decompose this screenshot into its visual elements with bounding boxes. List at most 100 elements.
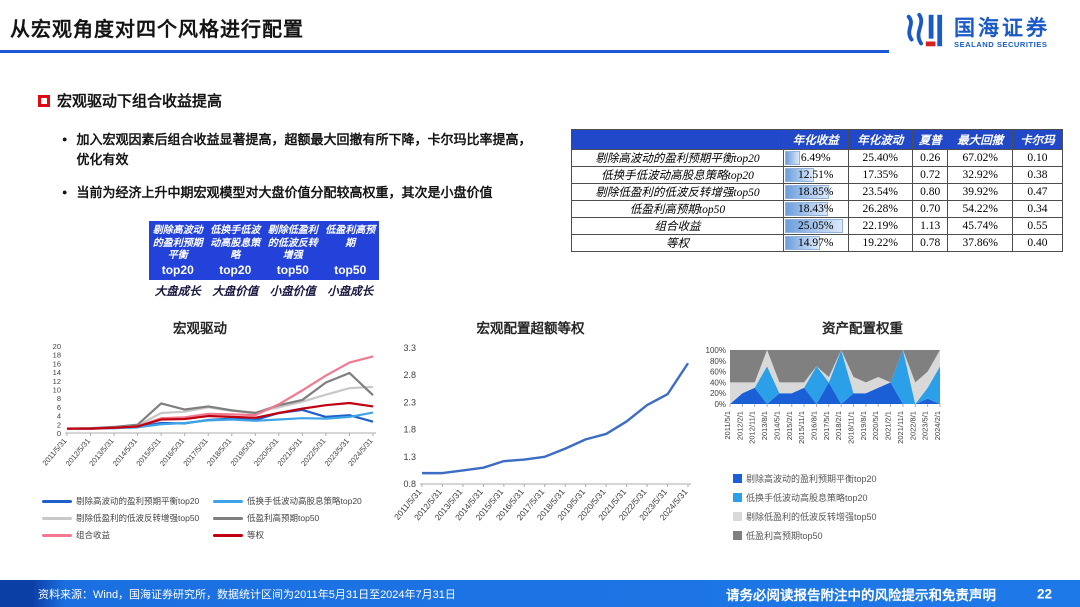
style-label: 大盘成长 [154, 285, 201, 298]
x-axis-tick-label: 2012/2/1 [735, 411, 744, 440]
logo-text-cn: 国海证券 [954, 16, 1050, 40]
strategy-name: 剔除低盈利的低波反转增强 [267, 225, 318, 261]
annual-return-value: 6.49% [800, 152, 831, 164]
data-bar [785, 219, 844, 233]
x-axis-tick-label: 2021/2/1 [884, 411, 893, 440]
y-axis-tick-label: 40% [710, 378, 726, 387]
area-series [730, 382, 940, 404]
x-axis-tick-label: 2016/8/1 [809, 411, 818, 440]
legend-macro-drive: 剔除高波动的盈利预期平衡top20 低换手低波动高股息策略top20 剔除低盈利的低… [42, 495, 384, 541]
strategy-box: 剔除低盈利的低波反转增强 top50 [264, 221, 322, 280]
table-row-label: 低盈利高预期top50 [571, 200, 784, 218]
bullet-item: ● 当前为经济上升中期宏观模型对大盘价值分配较高权重，其次是小盘价值 [62, 183, 532, 203]
table-cell: 18.85% [783, 183, 849, 201]
strategy-diagram: 剔除高波动的盈利预期平衡 top20 低换手低波动高股息策略 top20 剔除低盈利的低… [149, 221, 379, 299]
bullet-dot-icon: ● [62, 134, 68, 144]
table-cell: 0.72 [912, 166, 949, 184]
x-axis-tick-label: 2017/5/1 [822, 411, 831, 440]
legend-asset-weights: 剔除高波动的盈利预期平衡top20 低换手低波动高股息策略top20 剔除低盈利的低… [733, 472, 877, 542]
legend-swatch-icon [733, 512, 742, 521]
y-axis-tick-label: 2 [57, 420, 61, 429]
table-cell: 37.86% [947, 234, 1013, 252]
x-axis-tick-label: 2022/8/1 [908, 411, 917, 440]
legend-swatch-icon [42, 516, 72, 520]
table-cell: 25.40% [847, 149, 914, 167]
legend-label: 等权 [247, 530, 265, 540]
logo-text-en: SEALAND SECURITIES [954, 40, 1048, 50]
line-series [67, 401, 374, 430]
table-row-label: 组合收益 [571, 217, 784, 235]
y-axis-tick-label: 8 [57, 394, 61, 403]
table-cell: 19.22% [847, 234, 914, 252]
legend-item: 剔除高波动的盈利预期平衡top20 [42, 495, 213, 507]
strategy-top-label: top50 [334, 262, 367, 277]
table-cell: 26.28% [847, 200, 914, 218]
x-axis-tick-label: 2015/2/1 [785, 411, 794, 440]
page-title: 从宏观角度对四个风格进行配置 [10, 19, 304, 41]
table-cell: 0.80 [912, 183, 949, 201]
legend-label: 剔除低盈利的低波反转增强top50 [746, 512, 877, 522]
chart-title-macro-drive: 宏观驱动 [173, 321, 227, 336]
strategy-name: 低盈利高预期 [325, 225, 376, 249]
legend-item: 剔除高波动的盈利预期平衡top20 [733, 472, 877, 485]
table-header-cell: 夏普 [912, 129, 949, 150]
legend-item: 组合收益 [42, 529, 213, 541]
strategy-box: 低盈利高预期 top50 [322, 221, 380, 280]
footer-disclaimer: 请务必阅读报告附注中的风险提示和免责声明 [726, 587, 996, 603]
performance-table: 年化收益 年化波动 夏普 最大回撤 卡尔玛 剔除高波动的盈利预期平衡top20 6.49%… [571, 129, 1064, 252]
annual-return-value: 18.43% [798, 203, 834, 215]
y-axis-tick-label: 1.8 [403, 425, 416, 435]
section-heading: 宏观驱动下组合收益提高 [38, 90, 222, 111]
legend-swatch-icon [213, 499, 243, 503]
legend-item: 低换手低波动高股息策略top20 [733, 491, 877, 504]
legend-label: 组合收益 [76, 530, 111, 540]
table-row-label: 剔除低盈利的低波反转增强top50 [571, 183, 784, 201]
table-cell: 23.54% [847, 183, 914, 201]
style-label: 大盘价值 [212, 285, 259, 298]
line-series [422, 362, 690, 475]
strategy-top-label: top20 [161, 262, 194, 277]
style-label: 小盘成长 [327, 285, 374, 298]
table-cell: 18.43% [783, 200, 849, 218]
table-header-cell: 年化收益 [783, 129, 849, 150]
company-logo: 国海证券 SEALAND SECURITIES [900, 10, 1050, 57]
x-axis-tick-label: 2024/5/31 [346, 437, 374, 468]
table-cell: 12.51% [783, 166, 849, 184]
y-axis-tick-label: 20% [710, 389, 726, 398]
data-bar [785, 185, 829, 199]
y-axis-tick-label: 0% [714, 400, 726, 409]
line-chart-macro-drive: 024681012141618202011/5/312012/5/312013/… [41, 342, 376, 468]
annual-return-value: 25.05% [798, 220, 834, 232]
footer-bar: 资料来源：Wind，国海证券研究所，数据统计区间为2011年5月31日至2024… [0, 580, 1080, 607]
legend-swatch-icon [733, 474, 742, 483]
data-bar [785, 151, 801, 165]
page-number: 22 [1036, 586, 1052, 601]
table-cell: 32.92% [947, 166, 1013, 184]
table-cell: 45.74% [947, 217, 1013, 235]
legend-swatch-icon [213, 533, 243, 537]
strategy-box: 剔除高波动的盈利预期平衡 top20 [149, 221, 207, 280]
bullet-item: ● 加入宏观因素后组合收益显著提高，超额最大回撤有所下降，卡尔玛比率提高，优化有… [62, 130, 532, 170]
table-cell: 0.26 [912, 149, 949, 167]
table-cell: 0.78 [912, 234, 949, 252]
table-row: 低盈利高预期top50 18.43% 26.28% 0.70 54.22% 0.34 [571, 200, 1064, 218]
annual-return-value: 18.85% [798, 186, 834, 198]
y-axis-tick-label: 10 [53, 386, 61, 395]
y-axis-tick-label: 6 [57, 403, 61, 412]
strategy-box-row: 剔除高波动的盈利预期平衡 top20 低换手低波动高股息策略 top20 剔除低盈利的低… [149, 221, 379, 280]
table-cell: 1.13 [912, 217, 949, 235]
area-series [730, 350, 940, 404]
x-axis-tick-label: 2020/5/1 [871, 411, 880, 440]
table-row: 组合收益 25.05% 22.19% 1.13 45.74% 0.55 [571, 217, 1064, 235]
table-cell: 54.22% [947, 200, 1013, 218]
table-header-cell: 最大回撤 [947, 129, 1013, 150]
data-bar [785, 168, 815, 182]
legend-label: 低换手低波动高股息策略top20 [746, 493, 868, 503]
table-header-cell [571, 129, 784, 150]
area-series [730, 350, 940, 404]
y-axis-tick-label: 0.8 [403, 479, 416, 489]
area-series [730, 350, 940, 383]
line-chart-excess-equal-weight: 0.81.31.82.32.83.32011/5/312012/5/312013… [392, 343, 691, 522]
table-cell: 14.97% [783, 234, 849, 252]
table-row: 剔除低盈利的低波反转增强top50 18.85% 23.54% 0.80 39.92% 0… [571, 183, 1064, 201]
